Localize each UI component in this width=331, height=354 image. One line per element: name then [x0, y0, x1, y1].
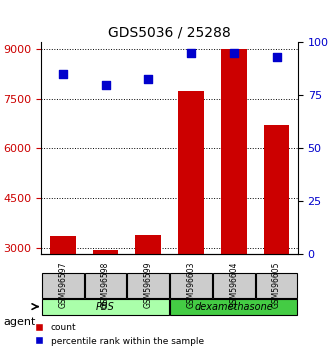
- FancyBboxPatch shape: [170, 299, 298, 315]
- Point: [231, 50, 236, 56]
- Text: GSM596603: GSM596603: [186, 262, 196, 308]
- Legend: count, percentile rank within the sample: count, percentile rank within the sample: [31, 320, 208, 349]
- Bar: [50, 236, 75, 255]
- FancyBboxPatch shape: [127, 273, 169, 298]
- Text: GSM596604: GSM596604: [229, 262, 238, 308]
- Text: dexamethasone: dexamethasone: [194, 302, 273, 312]
- FancyBboxPatch shape: [84, 273, 126, 298]
- Bar: [135, 235, 161, 255]
- FancyBboxPatch shape: [42, 273, 84, 298]
- Bar: [178, 91, 204, 255]
- Text: GSM596597: GSM596597: [58, 262, 67, 308]
- Title: GDS5036 / 25288: GDS5036 / 25288: [108, 26, 231, 40]
- FancyBboxPatch shape: [213, 273, 255, 298]
- Text: GSM596599: GSM596599: [144, 262, 153, 308]
- Point: [188, 50, 194, 56]
- Point: [274, 55, 279, 60]
- Point: [103, 82, 108, 88]
- Text: GSM596598: GSM596598: [101, 262, 110, 308]
- Bar: [264, 125, 289, 255]
- FancyBboxPatch shape: [170, 273, 212, 298]
- FancyBboxPatch shape: [42, 299, 169, 315]
- Point: [60, 72, 66, 77]
- Point: [146, 76, 151, 81]
- FancyBboxPatch shape: [256, 273, 298, 298]
- Text: agent: agent: [3, 317, 36, 327]
- Text: PBS: PBS: [96, 302, 115, 312]
- Bar: [93, 250, 118, 255]
- Text: GSM596605: GSM596605: [272, 262, 281, 308]
- Bar: [221, 49, 247, 255]
